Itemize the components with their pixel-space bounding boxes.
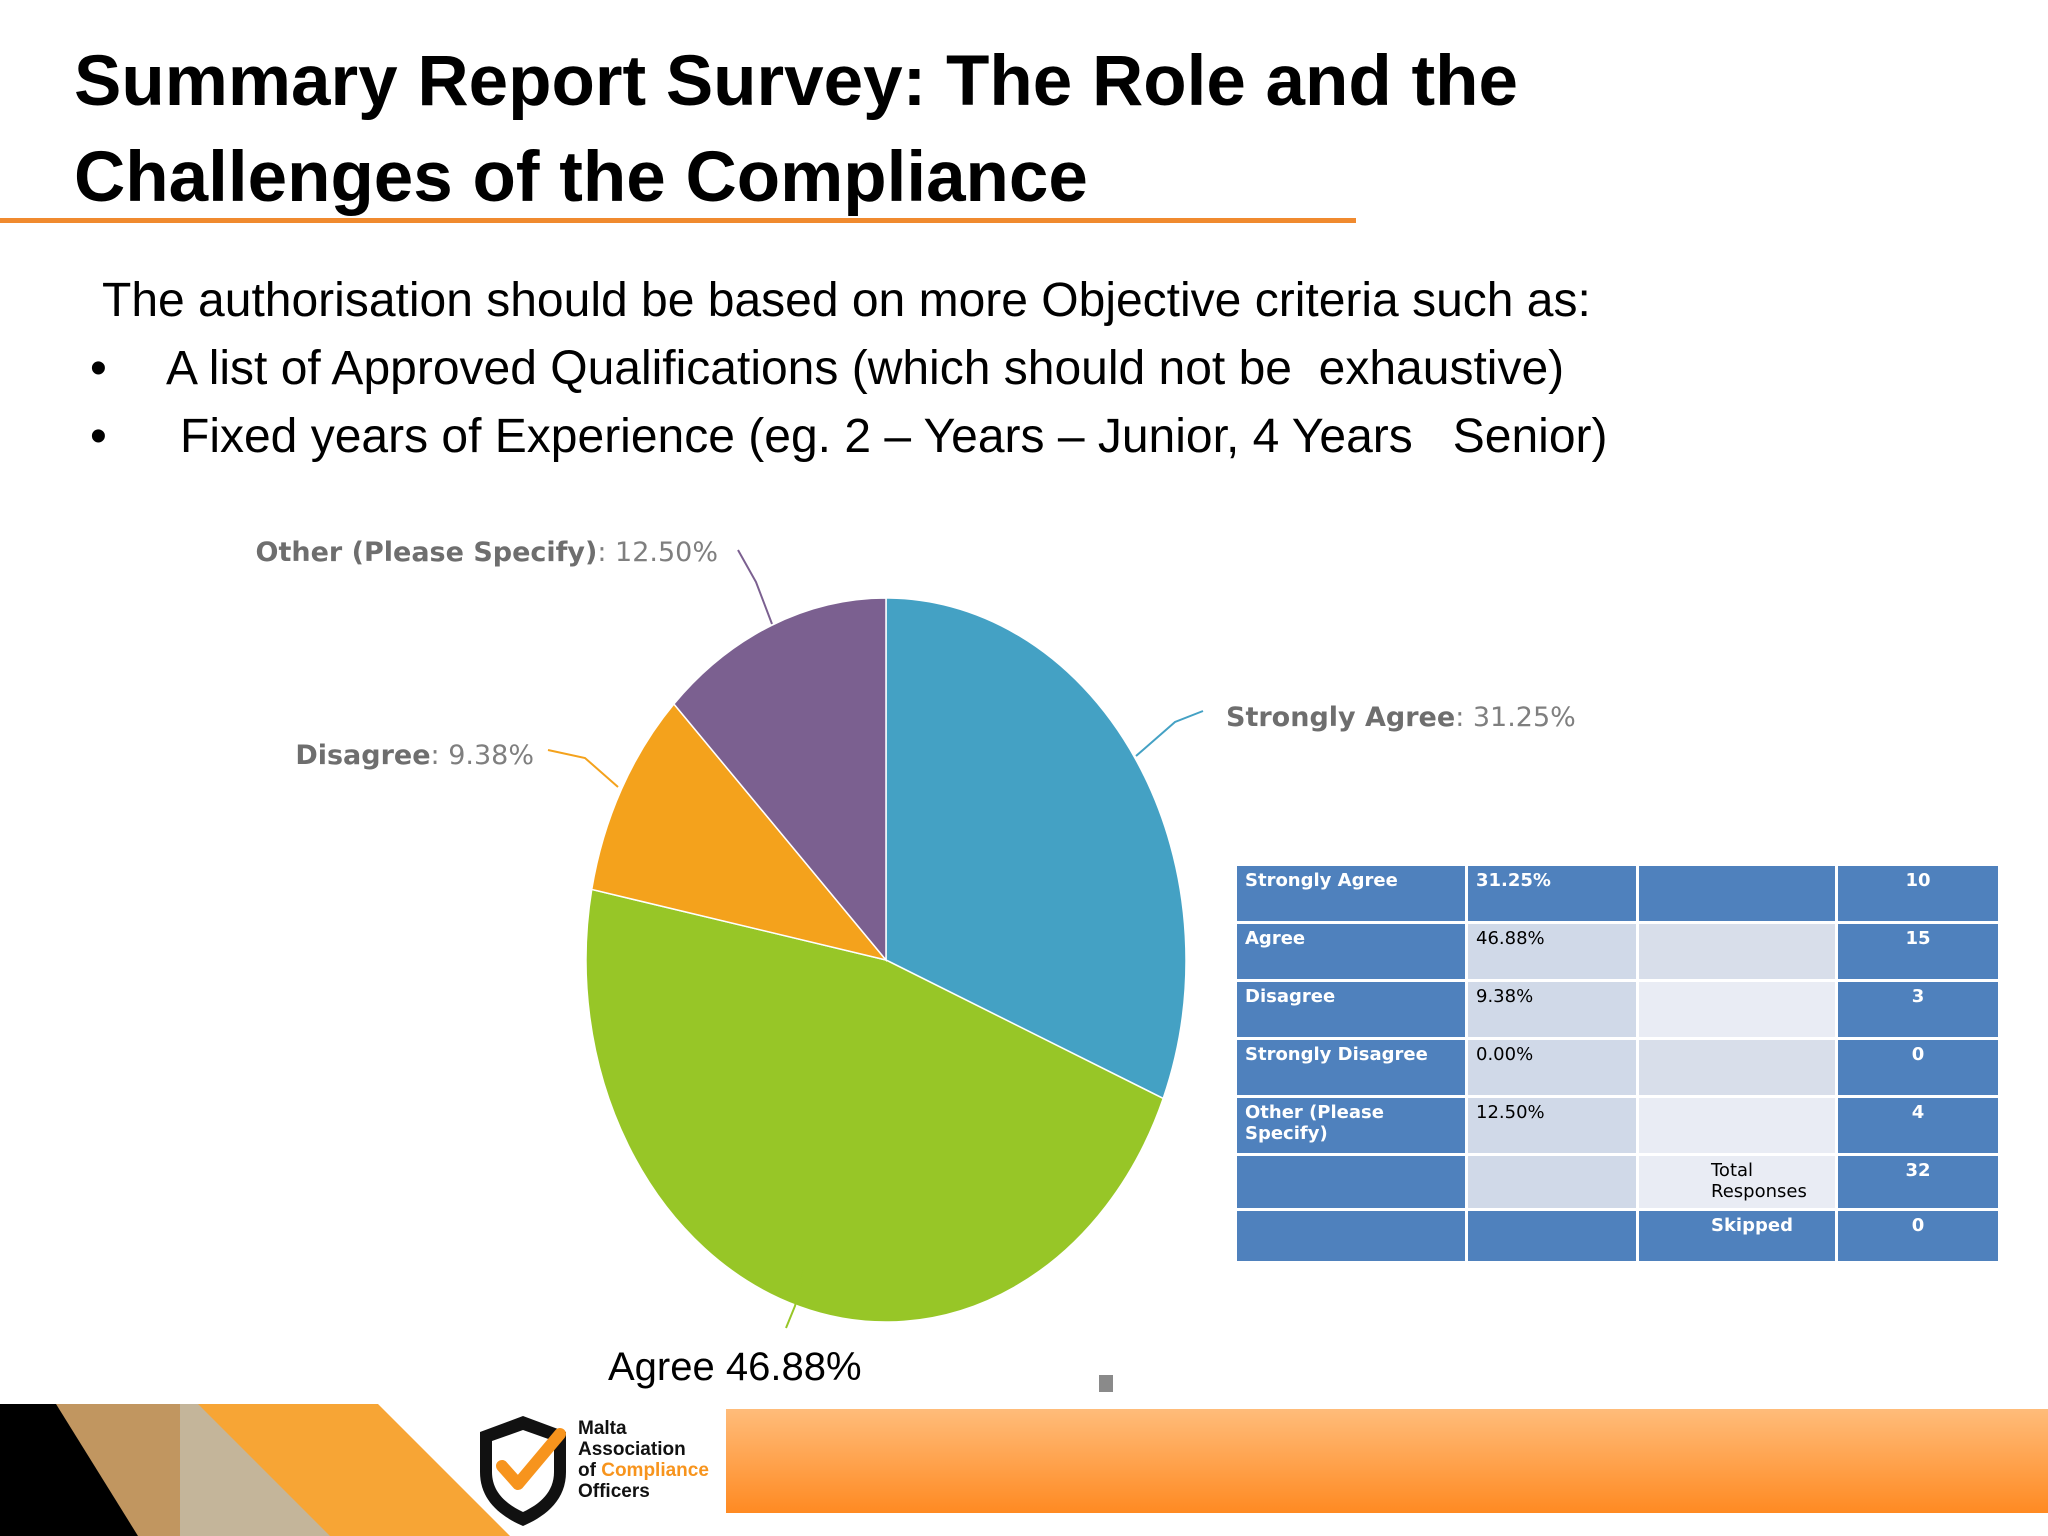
row-count: 3 [1838, 982, 1998, 1037]
title-underline [0, 218, 1356, 223]
row-extra [1639, 1040, 1835, 1095]
row-count: 4 [1838, 1098, 1998, 1153]
row-label [1237, 1156, 1465, 1208]
row-extra: Skipped [1639, 1211, 1835, 1261]
slice-label-agree: Agree 46.88% [608, 1345, 862, 1389]
pie-slice-agree [585, 888, 1165, 1323]
row-label: Agree [1237, 924, 1465, 979]
row-label: Strongly Agree [1237, 866, 1465, 921]
shield-check-icon [480, 1416, 566, 1526]
row-extra: Total Responses [1639, 1156, 1835, 1208]
row-percent: 46.88% [1468, 924, 1636, 979]
bullet-text: Fixed years of Experience (eg. 2 – Years… [180, 410, 1608, 463]
table-row: Other (Please Specify) 12.50% 4 [1237, 1098, 1998, 1153]
leader-line [547, 749, 619, 788]
response-table: Strongly Agree 31.25% 10 Agree 46.88% 15… [1234, 863, 2001, 1264]
logo-compliance: Compliance [601, 1460, 709, 1481]
logo-of: of [578, 1460, 596, 1481]
row-label [1237, 1211, 1465, 1261]
bullet-item-qualifications: • A list of Approved Qualifications (whi… [90, 336, 1790, 402]
table-row: Agree 46.88% 15 [1237, 924, 1998, 979]
logo-line-officers: Officers [578, 1481, 650, 1502]
row-count: 15 [1838, 924, 1998, 979]
table-row: Strongly Agree 31.25% 10 [1237, 866, 1998, 921]
row-percent: 0.00% [1468, 1040, 1636, 1095]
row-label: Disagree [1237, 982, 1465, 1037]
leader-line [1135, 710, 1204, 757]
logo-line-association: Association [578, 1439, 686, 1460]
pie-slice-other-please-specify [672, 597, 887, 963]
bullet-text: A list of Approved Qualifications (which… [166, 342, 1565, 395]
slice-label: Other (Please Specify): 12.50% [256, 537, 718, 568]
page-title: Summary Report Survey: The Role and the … [74, 42, 1518, 217]
row-extra [1639, 1098, 1835, 1153]
row-count: 0 [1838, 1040, 1998, 1095]
intro-text: The authorisation should be based on mor… [102, 274, 1591, 327]
row-extra [1639, 982, 1835, 1037]
table-row: Skipped 0 [1237, 1211, 1998, 1261]
slice-label: Disagree: 9.38% [295, 740, 534, 771]
row-count: 32 [1838, 1156, 1998, 1208]
logo-line-compliance: of Compliance [578, 1460, 709, 1481]
row-label: Strongly Disagree [1237, 1040, 1465, 1095]
bullet-item-experience: • Fixed years of Experience (eg. 2 – Yea… [90, 404, 1790, 470]
logo-text: Malta Association of Compliance Officers [578, 1418, 709, 1502]
row-percent: 9.38% [1468, 982, 1636, 1037]
pie-slice-disagree [590, 702, 889, 962]
row-percent: 31.25% [1468, 866, 1636, 921]
pie-slice-strongly-agree [885, 597, 1187, 1100]
row-label: Other (Please Specify) [1237, 1098, 1465, 1153]
row-extra [1639, 866, 1835, 921]
placeholder-square [1099, 1375, 1113, 1392]
bullet-dot: • [90, 410, 107, 463]
table-row: Strongly Disagree 0.00% 0 [1237, 1040, 1998, 1095]
row-count: 10 [1838, 866, 1998, 921]
footer-bar [726, 1409, 2048, 1513]
maco-logo [468, 1410, 728, 1530]
logo-line-malta: Malta [578, 1418, 627, 1439]
table-row: Disagree 9.38% 3 [1237, 982, 1998, 1037]
row-percent [1468, 1211, 1636, 1261]
leader-line [737, 549, 773, 625]
row-percent: 12.50% [1468, 1098, 1636, 1153]
row-percent [1468, 1156, 1636, 1208]
footer-stripes [0, 1404, 520, 1536]
table-row: Total Responses 32 [1237, 1156, 1998, 1208]
row-extra [1639, 924, 1835, 979]
bullet-dot: • [90, 342, 107, 395]
leader-line [785, 1269, 805, 1329]
row-count: 0 [1838, 1211, 1998, 1261]
slice-label: Strongly Agree: 31.25% [1226, 702, 1576, 733]
